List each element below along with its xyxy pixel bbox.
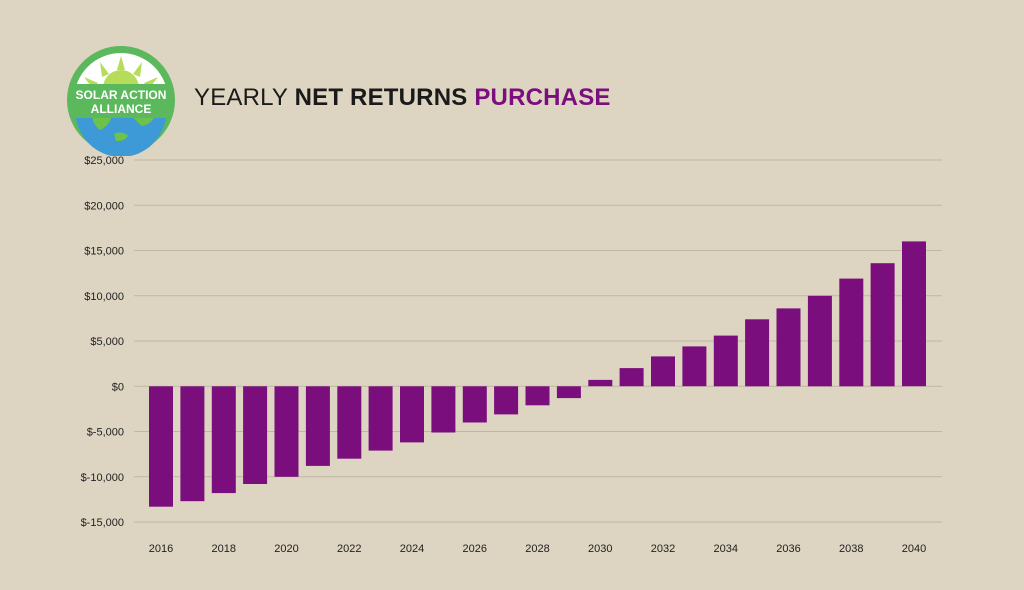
title-part-yearly: YEARLY	[194, 84, 288, 111]
x-tick-label: 2038	[839, 543, 863, 555]
x-tick-label: 2034	[714, 543, 738, 555]
bar-2021	[305, 386, 330, 466]
bar-2040	[902, 241, 926, 387]
x-tick-label: 2026	[463, 543, 487, 555]
x-tick-label: 2016	[149, 543, 173, 555]
x-tick-label: 2040	[902, 543, 926, 555]
chart-title: YEARLY NET RETURNS PURCHASE	[194, 84, 611, 112]
bar-2036	[776, 308, 801, 387]
bar-2018	[211, 386, 236, 494]
y-tick-label: $10,000	[84, 291, 124, 303]
bar-2033	[682, 346, 707, 387]
y-tick-label: $0	[112, 381, 124, 393]
bar-2017	[180, 386, 205, 502]
bar-2023	[368, 386, 393, 451]
y-tick-label: $15,000	[84, 246, 124, 258]
y-axis-ticks: $25,000 $20,000 $15,000 $10,000 $5,000 $0 $-5,…	[81, 155, 124, 529]
gridlines	[134, 159, 942, 523]
bar-2029	[556, 386, 581, 399]
bar-2016	[149, 386, 173, 507]
logo-line1: SOLAR ACTION	[76, 88, 167, 102]
bar-2022	[337, 386, 362, 459]
y-tick-label: $-10,000	[81, 472, 124, 484]
x-axis-ticks: 2016 2018 2020 2022 2024 2026 2028 2030 2032 2034…	[149, 543, 926, 555]
bars	[149, 241, 926, 507]
bar-2027	[494, 386, 519, 415]
bar-2028	[525, 386, 550, 406]
y-tick-label: $-15,000	[81, 517, 124, 529]
bar-2037	[807, 295, 832, 387]
bar-2019	[243, 386, 268, 484]
x-tick-label: 2022	[337, 543, 361, 555]
bar-2038	[839, 278, 864, 387]
bar-2025	[431, 386, 456, 433]
y-tick-label: $5,000	[90, 336, 124, 348]
x-tick-label: 2020	[274, 543, 298, 555]
logo-line2: ALLIANCE	[91, 102, 152, 116]
bar-2026	[462, 386, 487, 423]
y-tick-label: $20,000	[84, 200, 124, 212]
bar-2032	[651, 356, 675, 387]
x-tick-label: 2024	[400, 543, 424, 555]
x-tick-label: 2030	[588, 543, 612, 555]
bar-2039	[870, 263, 895, 387]
bar-2031	[619, 368, 644, 387]
bar-2024	[400, 386, 424, 443]
bar-2035	[745, 319, 770, 387]
bar-2034	[713, 335, 738, 387]
bar-2020	[274, 386, 299, 477]
title-part-purchase: PURCHASE	[474, 84, 611, 111]
title-part-net-returns: NET RETURNS	[294, 84, 468, 111]
x-tick-label: 2028	[525, 543, 549, 555]
x-tick-label: 2032	[651, 543, 675, 555]
y-tick-label: $-5,000	[87, 427, 124, 439]
bar-2030	[588, 379, 613, 387]
y-tick-label: $25,000	[84, 155, 124, 167]
x-tick-label: 2018	[212, 543, 236, 555]
solar-action-alliance-logo: SOLAR ACTION ALLIANCE	[62, 44, 180, 157]
x-tick-label: 2036	[776, 543, 800, 555]
